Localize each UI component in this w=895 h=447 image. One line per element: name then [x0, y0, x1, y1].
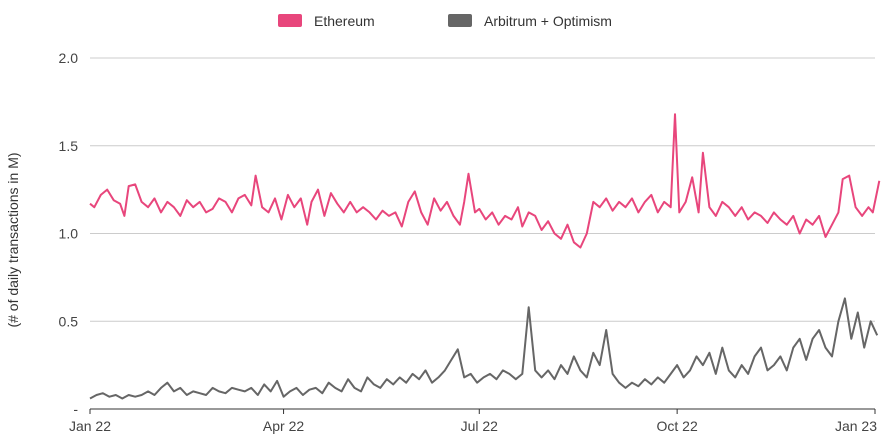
legend-label-1: Arbitrum + Optimism	[484, 13, 612, 29]
x-tick-label-3: Oct 22	[657, 418, 698, 434]
y-axis-ticks: - 0.5 1.0 1.5 2.0	[59, 50, 79, 417]
x-axis-ticks: Jan 22 Apr 22 Jul 22 Oct 22 Jan 23	[69, 409, 877, 434]
y-tick-label-1: 0.5	[59, 313, 79, 329]
y-tick-label-3: 1.5	[59, 138, 79, 154]
legend: Ethereum Arbitrum + Optimism	[278, 13, 612, 29]
y-tick-label-0: -	[73, 401, 78, 417]
x-tick-label-1: Apr 22	[263, 418, 304, 434]
legend-swatch-0	[278, 14, 302, 27]
gridlines	[90, 57, 875, 410]
series-line-arbitrum-optimism	[89, 297, 879, 400]
y-tick-label-2: 1.0	[59, 226, 79, 242]
legend-label-0: Ethereum	[314, 13, 375, 29]
series-line-ethereum	[89, 113, 881, 249]
y-tick-label-4: 2.0	[59, 50, 79, 66]
series-lines	[89, 113, 881, 400]
x-tick-label-0: Jan 22	[69, 418, 111, 434]
x-tick-label-4: Jan 23	[835, 418, 877, 434]
y-axis-title: (# of daily transactions in M)	[5, 152, 21, 327]
legend-swatch-1	[448, 14, 472, 27]
x-tick-label-2: Jul 22	[461, 418, 499, 434]
